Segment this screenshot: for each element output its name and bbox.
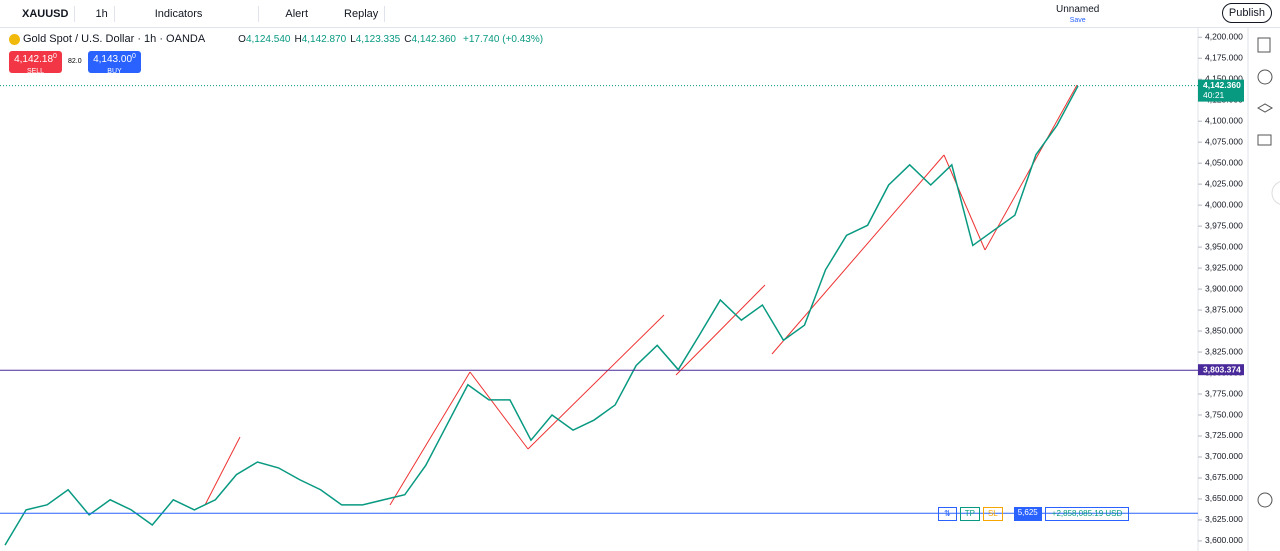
y-tick-label: 4,150.000 <box>1205 73 1243 83</box>
y-tick-label: 4,025.000 <box>1205 178 1243 188</box>
y-tick-label: 3,825.000 <box>1205 346 1243 356</box>
y-tick-label: 3,900.000 <box>1205 283 1243 293</box>
y-tick-label: 3,750.000 <box>1205 409 1243 419</box>
y-tick-label: 4,000.000 <box>1205 199 1243 209</box>
sell-button[interactable]: 4,142.180 SELL <box>9 51 62 75</box>
y-tick-label: 4,200.000 <box>1205 31 1243 41</box>
price-tag-label: 4,142.360 <box>1203 80 1241 90</box>
side-handle[interactable] <box>1271 181 1280 205</box>
pnl: +2,858,085.19 USD <box>1044 507 1130 521</box>
y-tick-label: 3,850.000 <box>1205 325 1243 335</box>
ohlc-key: O <box>238 33 246 45</box>
ohlc: O4,124.540 H4,142.870 L4,123.335 C4,142.360 <box>238 34 460 45</box>
sl[interactable]: SL <box>982 507 1003 521</box>
price-tag-label: 3,803.374 <box>1203 364 1241 374</box>
y-tick-label: 3,725.000 <box>1205 430 1243 440</box>
legend-title: Gold Spot / U.S. Dollar · 1h · OANDA <box>23 33 206 45</box>
sell-label: SELL <box>26 68 45 75</box>
buy-price: 4,143.00 <box>93 54 133 65</box>
replay[interactable]: Replay <box>344 7 379 20</box>
sidebar-icons <box>1256 37 1274 508</box>
y-tick-label: 4,075.000 <box>1205 136 1243 146</box>
sell-price-small: 0 <box>53 53 57 60</box>
layout[interactable]: Unnamed Save <box>1056 4 1099 26</box>
symbol-icon <box>9 33 20 45</box>
publish[interactable]: Publish <box>1221 3 1272 23</box>
y-tick-label: 3,775.000 <box>1205 388 1243 398</box>
y-tick-label: 4,100.000 <box>1205 115 1243 125</box>
y-tick-label: 3,975.000 <box>1205 220 1243 230</box>
save: Save <box>1069 17 1086 24</box>
y-tick-label: 3,600.000 <box>1205 535 1243 545</box>
ohlc-key: L <box>350 33 356 45</box>
position-box: ⇅ TP SL 5,625 +2,858,085.19 USD <box>938 507 1130 521</box>
change: +17.740 (+0.43%) <box>462 33 544 45</box>
ohlc-key: C <box>404 33 412 45</box>
y-tick-label: 4,175.000 <box>1205 52 1243 62</box>
layout-name: Unnamed <box>1056 4 1100 15</box>
symbol[interactable]: XAUUSD <box>22 7 69 20</box>
spread: 82.0 <box>68 58 82 65</box>
price-tag <box>1198 79 1244 102</box>
y-tick-label: 3,650.000 <box>1205 493 1243 503</box>
reverse[interactable]: ⇅ <box>938 507 957 521</box>
y-tick-label: 3,675.000 <box>1205 472 1243 482</box>
drawings <box>204 84 1078 506</box>
price-tag <box>1198 364 1244 376</box>
ohlc-value: 4,142.870 <box>301 33 347 45</box>
price-line <box>4 85 1079 546</box>
interval[interactable]: 1h <box>95 7 108 20</box>
ohlc-value: 4,142.360 <box>411 33 456 45</box>
ohlc-value: 4,123.335 <box>355 33 401 45</box>
y-tick-label: 3,700.000 <box>1205 451 1243 461</box>
y-tick-label: 4,050.000 <box>1205 157 1243 167</box>
legend: Gold Spot / U.S. Dollar · 1h · OANDA O4,… <box>9 33 543 45</box>
ohlc-key: H <box>294 33 302 45</box>
countdown: 40:21 <box>1203 90 1225 100</box>
buy-price-small: 0 <box>132 53 136 60</box>
indicators[interactable]: Indicators <box>154 7 203 20</box>
y-tick-label: 3,625.000 <box>1205 514 1243 524</box>
buy-button[interactable]: 4,143.000 BUY <box>88 51 141 75</box>
ohlc-value: 4,124.540 <box>245 33 291 45</box>
sell-price: 4,142.18 <box>14 54 54 65</box>
y-tick-label: 3,925.000 <box>1205 262 1243 272</box>
y-tick-label: 3,950.000 <box>1205 241 1243 251</box>
sidebar <box>1248 28 1280 551</box>
buy-label: BUY <box>107 68 122 75</box>
tp[interactable]: TP <box>959 507 980 521</box>
y-tick-label: 3,875.000 <box>1205 304 1243 314</box>
toolbar: XAUUSD 1h Indicators Alert Replay Unname… <box>0 0 1280 28</box>
alert[interactable]: Alert <box>285 7 309 20</box>
quantity: 5,625 <box>1013 507 1042 521</box>
